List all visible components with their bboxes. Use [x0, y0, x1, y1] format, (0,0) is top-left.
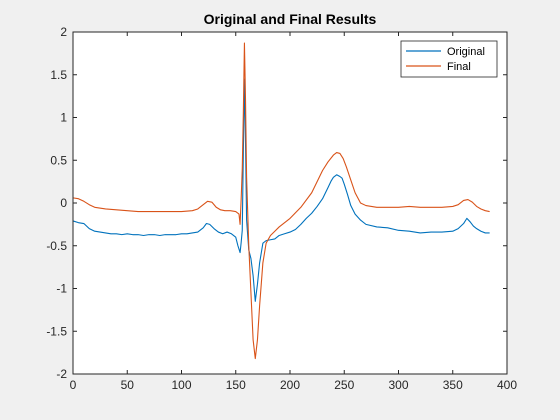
y-tick-label: -2 [56, 367, 67, 381]
chart-title: Original and Final Results [204, 11, 377, 27]
legend-label-final: Final [447, 61, 471, 73]
y-tick-label: 0.5 [50, 153, 67, 167]
series-line-original [72, 78, 490, 302]
x-tick-label: 50 [121, 378, 135, 392]
x-tick-label: 150 [226, 378, 246, 392]
x-tick-label: 100 [171, 378, 191, 392]
y-tick-label: -1 [56, 282, 67, 296]
x-tick-label: 0 [70, 378, 77, 392]
x-tick-label: 350 [443, 378, 463, 392]
y-tick-label: 2 [60, 25, 67, 39]
legend-label-original: Original [447, 46, 485, 58]
series-line-final [72, 42, 490, 360]
x-tick-label: 400 [497, 378, 517, 392]
x-tick-label: 200 [280, 378, 300, 392]
y-tick-label: 1 [60, 111, 67, 125]
y-tick-label: -1.5 [46, 324, 67, 338]
y-tick-label: 0 [60, 196, 67, 210]
y-tick-label: -0.5 [46, 239, 67, 253]
y-axis: -2 -1.5 -1 -0.5 0 0.5 1 1.5 2 [46, 25, 507, 381]
x-tick-label: 300 [388, 378, 408, 392]
y-tick-label: 1.5 [50, 68, 67, 82]
legend[interactable]: Original Final [400, 40, 498, 78]
x-axis: 0 50 100 150 200 250 300 350 400 [70, 32, 517, 392]
plot-area [72, 42, 490, 360]
x-tick-label: 250 [334, 378, 354, 392]
axes-background [73, 32, 507, 374]
legend-box [400, 40, 498, 78]
